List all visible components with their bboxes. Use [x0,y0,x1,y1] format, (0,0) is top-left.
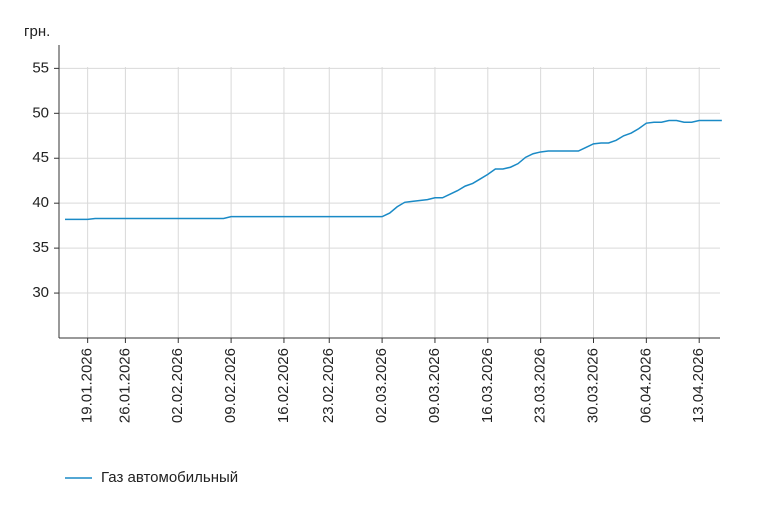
x-tick-label: 19.01.2026 [79,348,96,423]
y-tick-label: 30 [32,284,49,301]
y-tick-label: 50 [32,104,49,121]
x-tick-label: 26.01.2026 [116,348,133,423]
x-tick-label: 09.03.2026 [426,348,443,423]
x-tick-label: 23.03.2026 [532,348,549,423]
x-tick-label: 16.02.2026 [275,348,292,423]
x-tick-label: 16.03.2026 [479,348,496,423]
y-axis-label: грн. [24,23,50,40]
x-tick-label: 02.03.2026 [373,348,390,423]
series-line [65,119,722,221]
y-tick-label: 45 [32,149,49,166]
x-tick-label: 23.02.2026 [320,348,337,423]
x-tick-label: 13.04.2026 [690,348,707,423]
x-tick-label: 09.02.2026 [222,348,239,423]
x-tick-label: 06.04.2026 [637,348,654,423]
y-tick-label: 55 [32,59,49,76]
x-tick-label: 02.02.2026 [169,348,186,423]
y-tick-label: 35 [32,239,49,256]
legend-label: Газ автомобильный [101,469,238,486]
y-tick-label: 40 [32,194,49,211]
x-tick-label: 30.03.2026 [584,348,601,423]
